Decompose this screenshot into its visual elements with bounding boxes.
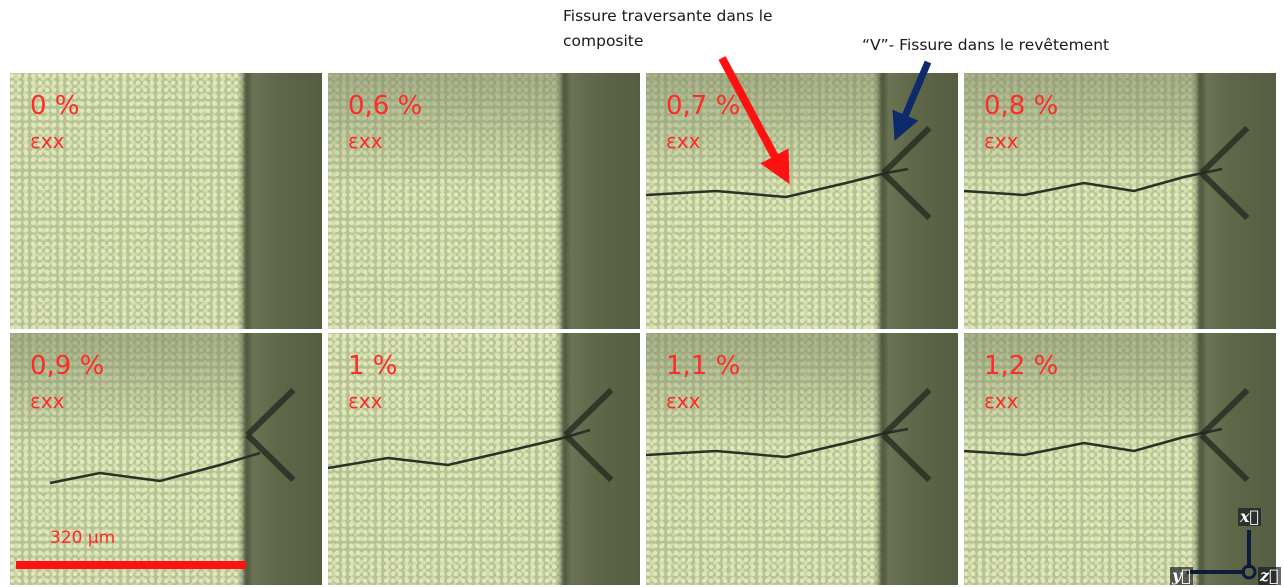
- composite-texture: [10, 73, 254, 329]
- coating-interface: [239, 333, 254, 585]
- strain-value: 1 %: [348, 351, 398, 381]
- crack-line: [49, 451, 261, 485]
- composite-texture: [964, 73, 1208, 329]
- coating-interface: [875, 333, 890, 585]
- strain-value: 0 %: [30, 91, 80, 121]
- coating-interface: [1193, 73, 1208, 329]
- coating-interface: [557, 333, 572, 585]
- annotation-composite-crack-line2: composite: [563, 32, 644, 50]
- coating-region: [247, 73, 322, 329]
- micrograph-panel: 0,9 % εxx: [10, 333, 322, 585]
- scale-bar-label: 320 µm: [50, 528, 116, 548]
- axis-y-label: y⃗: [1170, 566, 1193, 585]
- strain-label: εxx: [348, 129, 383, 153]
- strain-label: εxx: [30, 389, 65, 413]
- strain-value: 1,2 %: [984, 351, 1059, 381]
- strain-label: εxx: [30, 129, 65, 153]
- crack-line: [646, 427, 909, 459]
- micrograph-panel: 0,8 % εxx: [964, 73, 1276, 329]
- coating-v-crack: [1199, 125, 1250, 221]
- scale-bar: [16, 561, 246, 569]
- coating-interface: [239, 73, 254, 329]
- strain-value: 1,1 %: [666, 351, 741, 381]
- composite-texture: [328, 333, 572, 585]
- micrograph-panel: 1,1 % εxx: [646, 333, 958, 585]
- strain-label: εxx: [666, 389, 701, 413]
- coating-interface: [1193, 333, 1208, 585]
- crack-line: [646, 167, 909, 199]
- strain-value: 0,9 %: [30, 351, 105, 381]
- axis-x-label: x⃗: [1238, 507, 1262, 526]
- strain-value: 0,6 %: [348, 91, 423, 121]
- crack-overlay: [49, 387, 296, 485]
- strain-label: εxx: [348, 389, 383, 413]
- coating-region: [1201, 73, 1276, 329]
- micrograph-panel: 0,7 % εxx: [646, 73, 958, 329]
- strain-value: 0,7 %: [666, 91, 741, 121]
- composite-texture: [10, 333, 254, 585]
- coating-region: [883, 333, 958, 585]
- coating-interface: [875, 73, 890, 329]
- crack-overlay: [964, 387, 1250, 483]
- crack-line: [964, 427, 1223, 457]
- coating-v-crack: [563, 387, 614, 483]
- strain-label: εxx: [984, 389, 1019, 413]
- annotation-coating-crack: “V”- Fissure dans le revêtement: [862, 36, 1110, 54]
- coating-v-crack: [1199, 387, 1250, 483]
- coating-region: [247, 333, 322, 585]
- coating-region: [565, 333, 640, 585]
- micrograph-panel: 0 % εxx: [10, 73, 322, 329]
- composite-texture: [964, 333, 1208, 585]
- crack-overlay: [328, 387, 614, 483]
- coating-region: [565, 73, 640, 329]
- strain-label: εxx: [666, 129, 701, 153]
- crack-overlay: [964, 125, 1250, 221]
- strain-label: εxx: [984, 129, 1019, 153]
- composite-texture: [646, 333, 890, 585]
- coating-v-crack: [245, 387, 296, 483]
- strain-value: 0,8 %: [984, 91, 1059, 121]
- annotation-composite-crack-line1: Fissure traversante dans le: [563, 7, 773, 25]
- crack-overlay: [646, 387, 932, 483]
- coating-v-crack: [881, 387, 932, 483]
- micrograph-panel: 1 % εxx: [328, 333, 640, 585]
- coating-v-crack: [881, 125, 932, 221]
- crack-line: [328, 428, 591, 470]
- composite-texture: [328, 73, 572, 329]
- crack-line: [964, 167, 1223, 197]
- micrograph-panel: 0,6 % εxx: [328, 73, 640, 329]
- coating-region: [1201, 333, 1276, 585]
- crack-overlay: [646, 125, 932, 221]
- axis-z-label: z⃗: [1258, 566, 1281, 585]
- micrograph-panel: 1,2 % εxx: [964, 333, 1276, 585]
- coating-interface: [557, 73, 572, 329]
